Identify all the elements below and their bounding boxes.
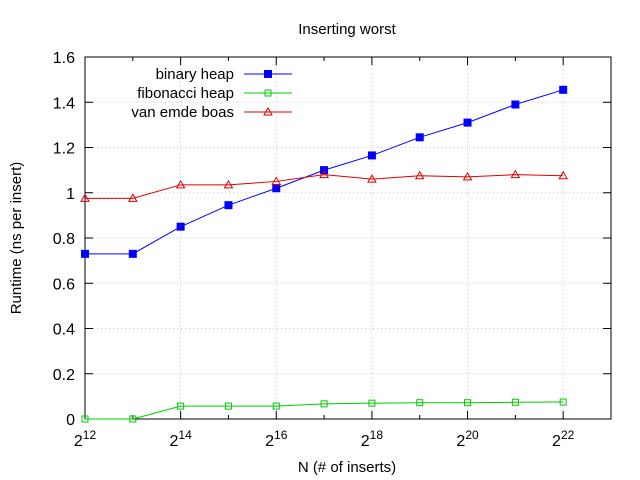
series-line bbox=[85, 174, 564, 199]
x-tick-label: 218 bbox=[361, 428, 384, 450]
legend-marker bbox=[264, 89, 272, 97]
data-point bbox=[223, 179, 234, 189]
data-point bbox=[224, 402, 232, 410]
x-tick-label: 222 bbox=[552, 428, 575, 450]
y-tick-label: 1 bbox=[66, 186, 75, 203]
data-point bbox=[511, 398, 519, 406]
grid bbox=[85, 57, 611, 419]
data-point bbox=[128, 249, 137, 258]
y-tick-label: 1.6 bbox=[53, 50, 75, 67]
data-point bbox=[271, 176, 282, 185]
series-layer bbox=[80, 85, 569, 423]
data-point bbox=[463, 118, 472, 127]
x-tick-label: 212 bbox=[74, 428, 97, 450]
data-point bbox=[559, 85, 568, 94]
data-point bbox=[80, 193, 90, 202]
y-axis-label: Runtime (ns per insert) bbox=[8, 162, 25, 315]
data-point bbox=[177, 402, 185, 410]
y-tick-label: 0.2 bbox=[53, 367, 75, 384]
y-tick-label: 1.2 bbox=[53, 141, 75, 158]
data-point bbox=[415, 133, 424, 142]
data-point bbox=[81, 415, 89, 423]
data-point bbox=[416, 399, 424, 407]
data-point bbox=[176, 222, 185, 231]
y-tick-label: 0.8 bbox=[53, 231, 75, 248]
y-tick-label: 0.4 bbox=[53, 322, 75, 339]
data-point bbox=[558, 170, 569, 180]
data-point bbox=[81, 249, 89, 258]
y-tick-label: 1.4 bbox=[53, 95, 75, 112]
data-point bbox=[559, 398, 567, 406]
data-point bbox=[272, 184, 281, 193]
x-tick-label: 216 bbox=[265, 428, 288, 450]
data-point bbox=[462, 171, 473, 181]
data-point bbox=[319, 169, 329, 179]
x-tick-label: 220 bbox=[456, 428, 479, 450]
data-point bbox=[129, 415, 137, 423]
data-point bbox=[272, 402, 280, 410]
legend-label: fibonacci heap bbox=[137, 85, 234, 102]
x-tick-label: 214 bbox=[170, 428, 193, 450]
y-tick-label: 0.6 bbox=[53, 276, 75, 293]
data-point bbox=[511, 100, 520, 109]
series-line bbox=[85, 401, 564, 420]
legend: binary heap fibonacci heap van emde boas bbox=[131, 66, 292, 121]
legend-label: binary heap bbox=[156, 66, 234, 83]
chart-title: Inserting worst bbox=[298, 21, 396, 38]
data-point bbox=[367, 174, 377, 183]
data-point bbox=[510, 169, 521, 179]
legend-label: van emde boas bbox=[131, 104, 234, 121]
data-point bbox=[175, 179, 186, 189]
plot-frame bbox=[84, 56, 612, 420]
data-point bbox=[367, 151, 376, 160]
x-axis-label: N (# of inserts) bbox=[298, 459, 396, 476]
data-point bbox=[368, 399, 376, 407]
data-point bbox=[464, 399, 472, 407]
y-tick-label: 0 bbox=[66, 412, 75, 429]
data-point bbox=[320, 400, 328, 408]
axes: 0 0.2 0.4 0.6 0.8 1 1.2 1.4 1.6 212 214 216 218 220 22… bbox=[53, 50, 612, 450]
data-point bbox=[127, 193, 138, 202]
data-point bbox=[414, 170, 425, 180]
data-point bbox=[224, 201, 233, 210]
legend-marker bbox=[264, 70, 272, 78]
legend-marker bbox=[263, 106, 273, 116]
